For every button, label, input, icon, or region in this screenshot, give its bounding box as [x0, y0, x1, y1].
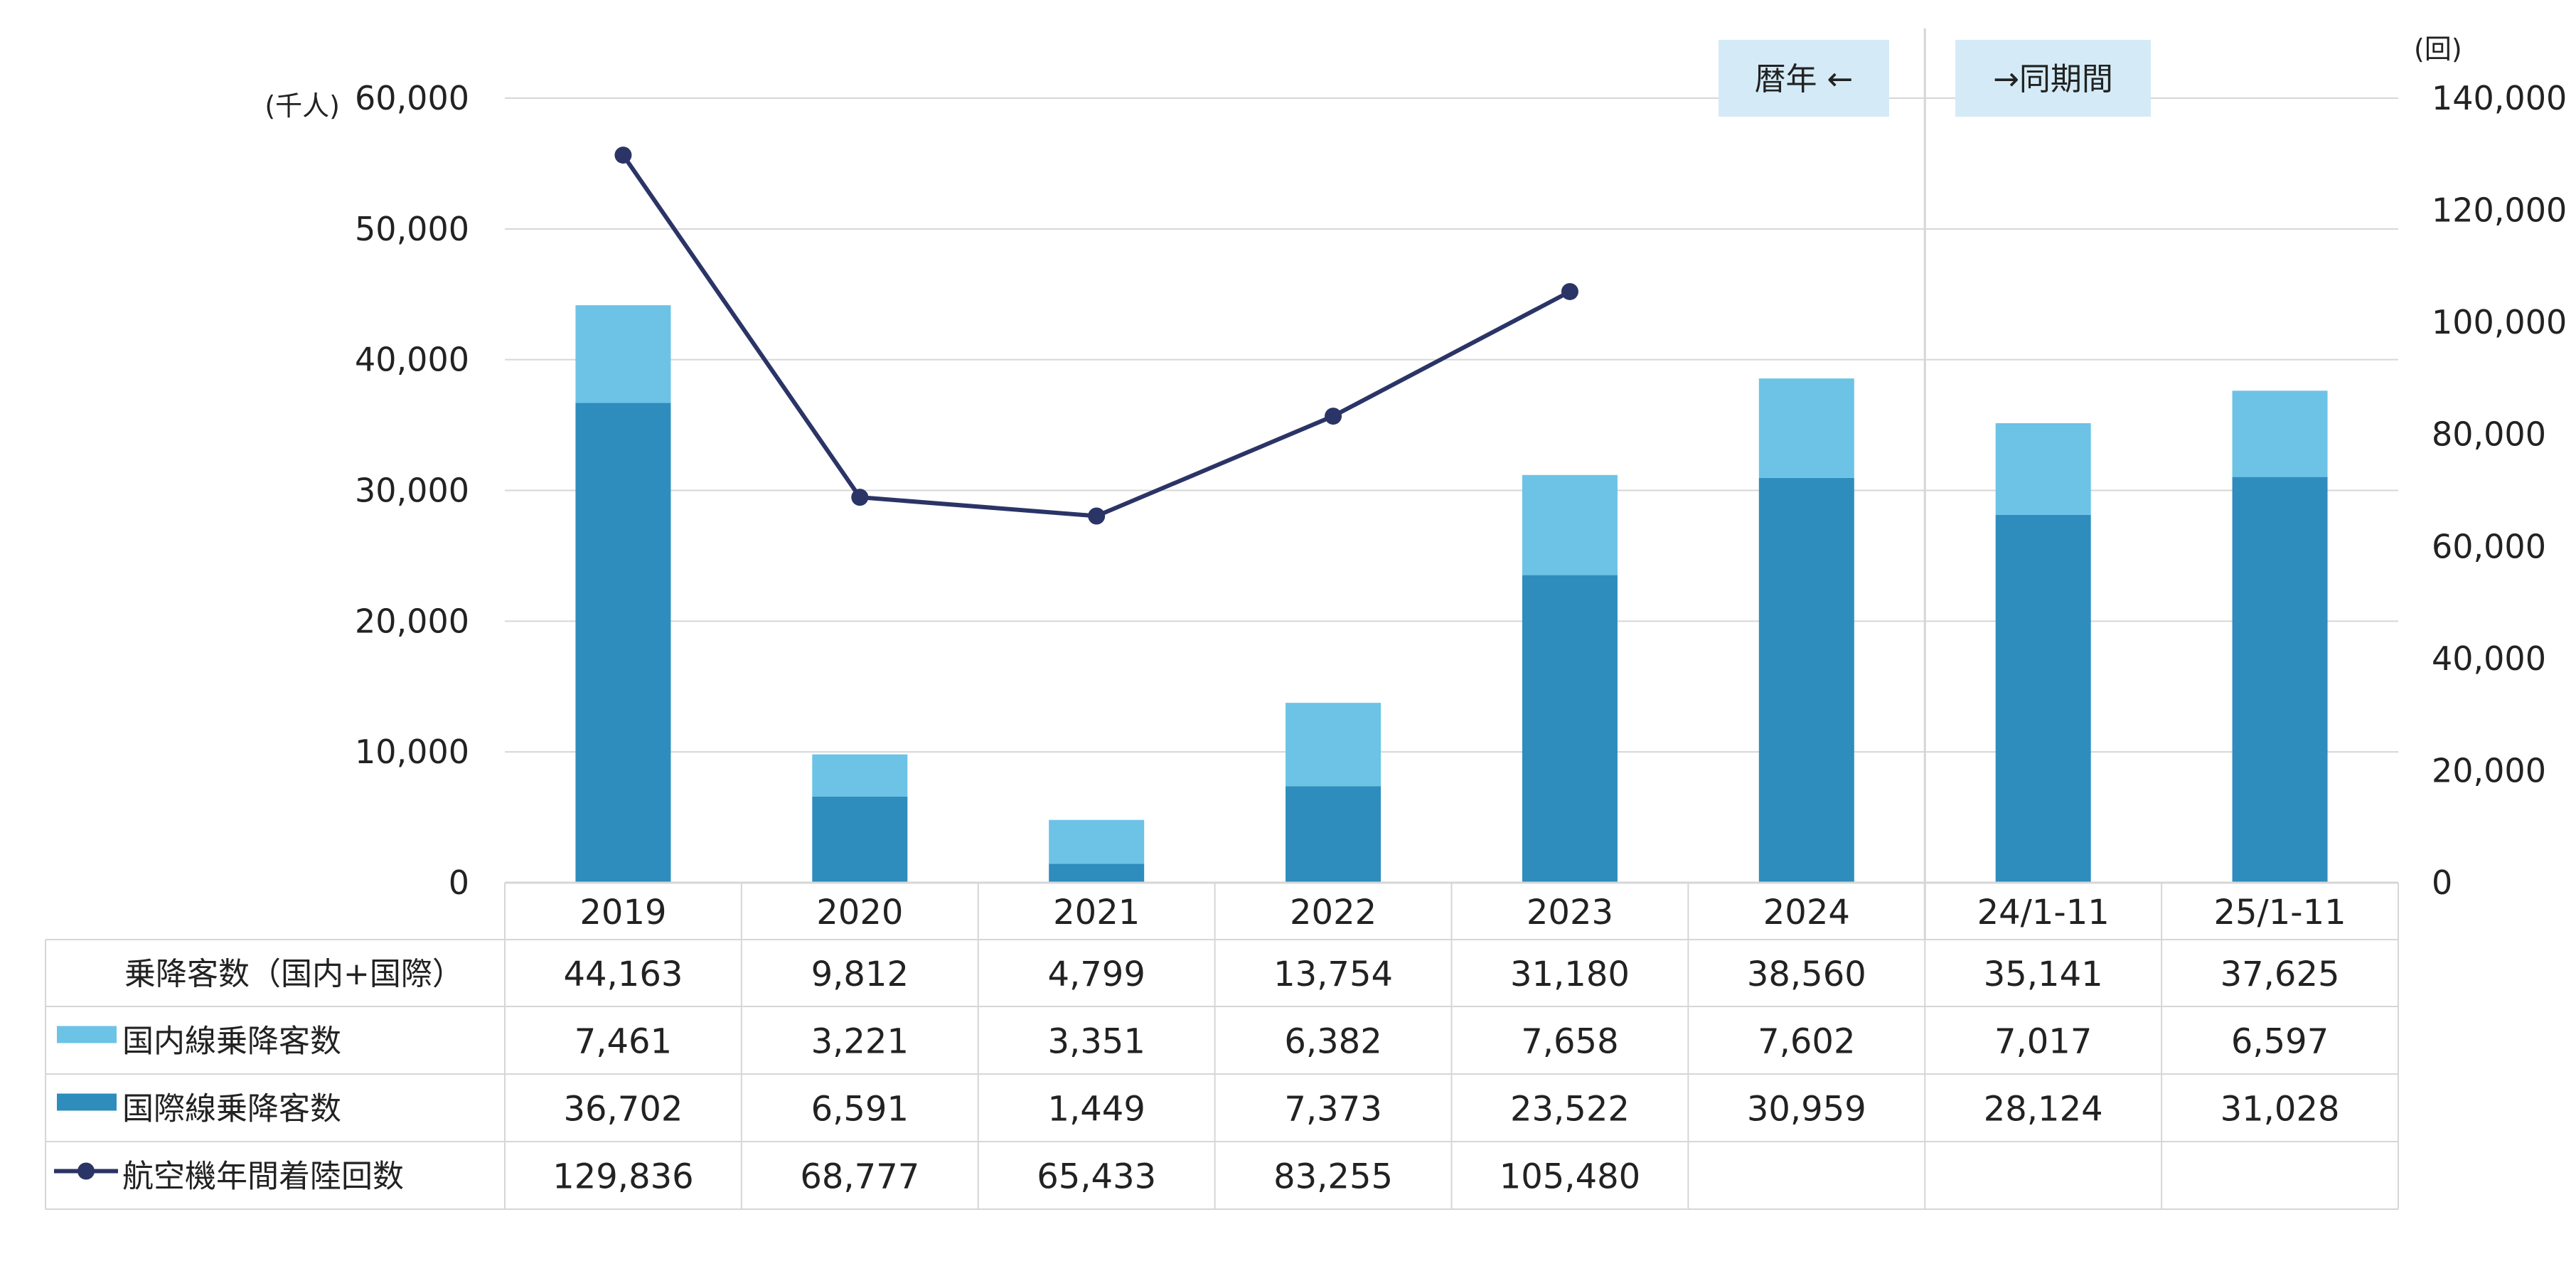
right-axis-tick-label: 40,000 — [2432, 639, 2546, 678]
row-international-value: 23,522 — [1510, 1090, 1630, 1129]
landings-line — [621, 154, 1571, 519]
row-landings-value: 83,255 — [1273, 1157, 1393, 1197]
left-axis-tick-label: 0 — [449, 863, 469, 902]
landings-point — [1561, 282, 1578, 300]
right-axis-tick-label: 60,000 — [2432, 527, 2546, 565]
row-total-value: 31,180 — [1510, 955, 1630, 994]
landings-point — [1325, 408, 1342, 425]
bar-international — [1995, 514, 2091, 883]
row-domestic-value: 6,597 — [2231, 1022, 2329, 1062]
landings-point — [614, 147, 632, 164]
bar-domestic — [1286, 703, 1381, 787]
category-label: 2020 — [816, 893, 903, 932]
bar-international — [1049, 863, 1145, 883]
bars-layer — [575, 305, 2328, 883]
row-international-value: 7,373 — [1284, 1090, 1381, 1129]
right-axis-tick-label: 20,000 — [2432, 751, 2546, 790]
row-domestic-value: 6,382 — [1284, 1022, 1381, 1062]
right-axis-tick-label: 120,000 — [2432, 191, 2567, 230]
row-landings-value: 129,836 — [552, 1157, 694, 1197]
row-domestic-value: 3,221 — [811, 1022, 909, 1062]
category-label: 2024 — [1763, 893, 1850, 932]
row-landings-value: 105,480 — [1500, 1157, 1641, 1197]
row-domestic-value: 7,602 — [1758, 1022, 1855, 1062]
bar-international — [1286, 786, 1381, 883]
axes-layer: 0 10,000 20,000 30,000 40,000 50,000 60,000 0 20… — [264, 33, 2567, 902]
row-domestic-value: 3,351 — [1047, 1022, 1145, 1062]
row-international-legend-swatch — [57, 1093, 117, 1111]
row-landings-value: 68,777 — [800, 1157, 919, 1197]
row-total-value: 38,560 — [1747, 955, 1866, 994]
row-total-value: 4,799 — [1047, 955, 1145, 994]
row-domestic-label: 国内線乗降客数 — [122, 1024, 341, 1060]
row-domestic-value: 7,017 — [1994, 1022, 2092, 1062]
bar-international — [2232, 477, 2328, 883]
bar-domestic — [1522, 474, 1618, 575]
bar-international — [1522, 575, 1618, 883]
period-labels: 暦年 ← →同期間 — [1719, 28, 2151, 940]
row-international-value: 30,959 — [1747, 1090, 1866, 1129]
category-label: 25/1-11 — [2213, 893, 2346, 932]
category-label: 2021 — [1053, 893, 1140, 932]
calendar-year-label-box — [1719, 40, 1889, 117]
row-domestic-legend-swatch — [57, 1026, 117, 1043]
category-label: 2019 — [579, 893, 666, 932]
landings-point — [1088, 507, 1106, 525]
row-landings-value: 65,433 — [1037, 1157, 1156, 1197]
row-total-value: 9,812 — [811, 955, 909, 994]
bar-domestic — [1758, 378, 1854, 478]
bar-domestic — [575, 305, 671, 403]
bar-domestic — [2232, 390, 2328, 477]
bar-domestic — [1049, 819, 1145, 864]
bar-international — [575, 403, 671, 883]
right-axis-tick-label: 0 — [2432, 863, 2452, 902]
landings-point — [851, 489, 869, 506]
row-total-value: 35,141 — [1984, 955, 2103, 994]
row-international-value: 36,702 — [563, 1090, 683, 1129]
category-label: 2022 — [1290, 893, 1377, 932]
left-axis-tick-label: 20,000 — [355, 602, 469, 640]
row-international-value: 31,028 — [2220, 1090, 2340, 1129]
row-international-value: 6,591 — [811, 1090, 909, 1129]
calendar-year-label: 暦年 ← — [1755, 61, 1854, 97]
category-label: 24/1-11 — [1977, 893, 2110, 932]
row-total-label: 乗降客数（国内+国際） — [124, 956, 464, 992]
right-axis-unit: (回) — [2414, 33, 2462, 65]
left-axis-tick-label: 50,000 — [355, 210, 469, 248]
left-axis-tick-label: 60,000 — [355, 79, 469, 117]
same-period-label-box — [1955, 40, 2151, 117]
left-axis-unit: (千人) — [264, 90, 340, 122]
bar-domestic — [1995, 422, 2091, 515]
line-layer — [614, 147, 1578, 525]
row-total-value: 13,754 — [1273, 955, 1393, 994]
bar-international — [1758, 477, 1854, 883]
right-axis-tick-label: 140,000 — [2432, 79, 2567, 117]
right-axis-tick-label: 100,000 — [2432, 303, 2567, 341]
gridlines — [505, 97, 2398, 753]
bar-domestic — [812, 754, 908, 797]
row-total-value: 44,163 — [563, 955, 683, 994]
left-axis-tick-label: 40,000 — [355, 341, 469, 379]
bar-international — [812, 796, 908, 883]
row-landings-label: 航空機年間着陸回数 — [122, 1159, 404, 1195]
data-table: 2019 2020 2021 2022 2023 2024 24/1-11 25/1-11 乗降… — [45, 881, 2399, 1210]
category-label: 2023 — [1527, 893, 1613, 932]
row-domestic-value: 7,658 — [1521, 1022, 1618, 1062]
row-international-label: 国際線乗降客数 — [122, 1091, 341, 1127]
row-domestic-value: 7,461 — [574, 1022, 672, 1062]
same-period-label: →同期間 — [1993, 61, 2113, 97]
row-international-value: 28,124 — [1984, 1090, 2103, 1129]
right-axis-tick-label: 80,000 — [2432, 415, 2546, 454]
row-landings-legend-marker — [78, 1162, 95, 1180]
row-international-value: 1,449 — [1047, 1090, 1145, 1129]
left-axis-tick-label: 30,000 — [355, 472, 469, 510]
left-axis-tick-label: 10,000 — [355, 733, 469, 771]
row-total-value: 37,625 — [2220, 955, 2340, 994]
